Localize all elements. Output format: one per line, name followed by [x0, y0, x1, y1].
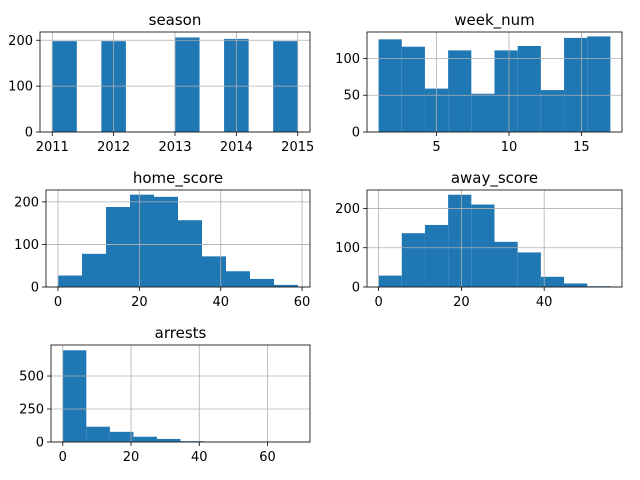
histogram-bar — [250, 278, 274, 287]
histogram-bar — [448, 50, 472, 132]
histogram-bar — [202, 256, 226, 287]
histogram-bar — [274, 284, 298, 287]
x-tick-label: 2012 — [97, 140, 130, 155]
x-tick-label: 2014 — [220, 140, 253, 155]
histogram-bar — [378, 275, 402, 287]
y-tick-label: 0 — [352, 126, 360, 141]
histogram-bar — [517, 252, 541, 287]
axes-frame — [366, 189, 623, 288]
histogram-bar — [82, 253, 106, 287]
y-tick-label: 100 — [335, 241, 360, 256]
histogram-bar — [494, 50, 518, 132]
histogram-bar — [471, 204, 495, 287]
histogram-bar — [106, 207, 130, 287]
histogram-bar — [156, 438, 181, 442]
axes-frame — [50, 344, 311, 443]
histogram-bar — [471, 93, 495, 132]
x-tick-label: 20 — [123, 450, 140, 465]
y-tick-label: 0 — [31, 281, 39, 296]
panel-title: week_num — [454, 11, 535, 30]
axes-frame — [366, 31, 623, 133]
histogram-bar — [133, 436, 157, 442]
histogram-bar — [109, 431, 134, 442]
x-tick-label: 2013 — [158, 140, 191, 155]
y-tick-label: 250 — [19, 403, 44, 418]
x-tick-label: 0 — [59, 450, 67, 465]
y-tick-label: 200 — [335, 202, 360, 217]
y-tick-label: 100 — [8, 80, 33, 95]
histogram-bar — [424, 224, 449, 287]
x-tick-label: 2011 — [36, 140, 69, 155]
panel-week-num: 5 10 15 0 50 100 week_num — [335, 11, 623, 155]
histogram-bar — [175, 37, 200, 132]
histogram-bar — [154, 196, 178, 287]
y-tick-label: 100 — [14, 238, 39, 253]
histogram-bar — [401, 233, 425, 287]
y-tick-label: 200 — [14, 195, 39, 210]
x-tick-label: 40 — [191, 450, 208, 465]
panel-title: home_score — [133, 169, 223, 188]
y-tick-label: 100 — [335, 52, 360, 67]
x-tick-label: 15 — [573, 140, 590, 155]
histogram-bar — [62, 350, 87, 442]
histogram-bar — [178, 220, 202, 287]
y-tick-label: 200 — [8, 34, 33, 49]
x-tick-label: 0 — [374, 295, 382, 310]
histogram-bar — [517, 45, 541, 132]
histogram-bar — [540, 90, 565, 132]
histogram-bar — [58, 275, 82, 287]
histogram-bar — [130, 194, 154, 287]
x-tick-label: 60 — [294, 295, 311, 310]
histogram-bar — [448, 194, 472, 287]
x-tick-label: 0 — [54, 295, 62, 310]
panel-title: season — [149, 11, 202, 29]
x-tick-label: 10 — [501, 140, 518, 155]
axes-frame — [45, 189, 311, 288]
x-tick-label: 40 — [536, 295, 553, 310]
x-tick-label: 20 — [131, 295, 148, 310]
histogram-bar — [86, 426, 110, 442]
x-tick-label: 40 — [212, 295, 229, 310]
histogram-bar — [540, 276, 565, 287]
x-tick-label: 5 — [432, 140, 440, 155]
histogram-bar — [494, 241, 518, 287]
panel-title: away_score — [451, 169, 538, 188]
panel-home-score: 0 20 40 60 0 100 200 home_score — [14, 169, 311, 310]
histogram-bar — [401, 46, 425, 132]
x-tick-label: 20 — [453, 295, 470, 310]
panel-season: 2011 2012 2013 2014 2015 0 100 200 season — [8, 11, 314, 155]
panel-title: arrests — [155, 324, 207, 342]
histogram-bar — [564, 283, 588, 287]
histogram-bar — [226, 271, 250, 287]
y-tick-label: 0 — [352, 281, 360, 296]
x-tick-label: 60 — [259, 450, 276, 465]
histogram-bar — [378, 39, 402, 133]
y-tick-label: 50 — [343, 89, 360, 104]
histogram-bar — [273, 41, 298, 132]
histogram-bar — [52, 41, 77, 132]
y-tick-label: 0 — [36, 436, 44, 451]
y-tick-label: 500 — [19, 370, 44, 385]
panel-arrests: 0 20 40 60 0 250 500 arrests — [19, 324, 311, 465]
panel-away-score: 0 20 40 0 100 200 away_score — [335, 169, 623, 310]
histogram-bar — [564, 37, 588, 132]
histogram-bar — [587, 36, 611, 132]
y-tick-label: 0 — [25, 126, 33, 141]
x-tick-label: 2015 — [281, 140, 314, 155]
